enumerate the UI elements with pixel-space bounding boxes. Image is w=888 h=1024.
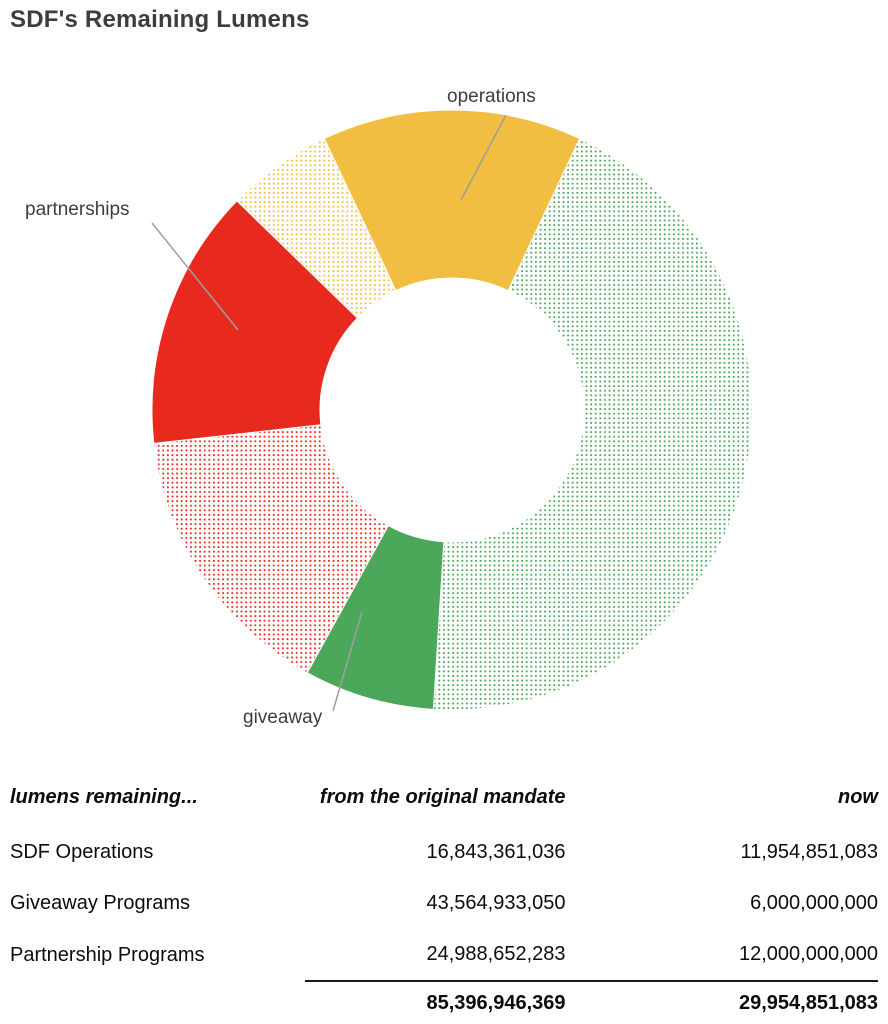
chart-label-partnerships: partnerships [25, 199, 130, 220]
leader-line-partnerships [151, 222, 239, 331]
chart-label-operations: operations [447, 86, 536, 107]
donut-segment-operations-spent [236, 137, 397, 319]
table-total-row: 85,396,946,369 29,954,851,083 [10, 980, 878, 1024]
leader-line-giveaway [332, 611, 363, 712]
total-original-value: 85,396,946,369 [305, 980, 566, 1024]
row-label: Partnership Programs [10, 943, 205, 966]
chart-label-giveaway: giveaway [243, 707, 323, 728]
page-title: SDF's Remaining Lumens [10, 6, 310, 33]
donut-segment-partnership-spent [153, 424, 389, 674]
row-now-value: 11,954,851,083 [740, 841, 878, 863]
leader-lines [151, 114, 507, 712]
donut-segment-giveaway-spent [432, 137, 753, 711]
donut-segment-partnership-now [151, 200, 359, 444]
table-header-row: lumens remaining... from the original ma… [10, 780, 878, 827]
table-row-sdf-operations: SDF Operations 16,843,361,036 11,954,851… [10, 827, 878, 878]
header-lumens-remaining: lumens remaining... [10, 786, 198, 808]
donut-chart-svg [151, 109, 753, 712]
header-original-mandate: from the original mandate [319, 786, 566, 808]
lumens-table: lumens remaining... from the original ma… [10, 780, 878, 1024]
row-label: SDF Operations [10, 841, 154, 863]
row-original-value: 24,988,652,283 [426, 943, 566, 965]
table-row-partnership-programs: Partnership Programs 24,988,652,283 12,0… [10, 929, 878, 981]
total-spacer [10, 981, 305, 1024]
header-now: now [838, 786, 878, 808]
row-original-value: 16,843,361,036 [426, 841, 566, 863]
total-now-value: 29,954,851,083 [565, 980, 878, 1024]
donut-chart: operations partnerships giveaway [0, 48, 888, 760]
row-label: Giveaway Programs [10, 892, 191, 914]
leader-line-operations [460, 114, 507, 201]
lumens-table-wrap: lumens remaining... from the original ma… [10, 780, 878, 1024]
row-now-value: 6,000,000,000 [750, 892, 878, 914]
row-original-value: 43,564,933,050 [426, 892, 566, 914]
donut-segment-operations-now [323, 109, 581, 292]
row-now-value: 12,000,000,000 [738, 943, 878, 965]
table-row-giveaway-programs: Giveaway Programs 43,564,933,050 6,000,0… [10, 878, 878, 929]
